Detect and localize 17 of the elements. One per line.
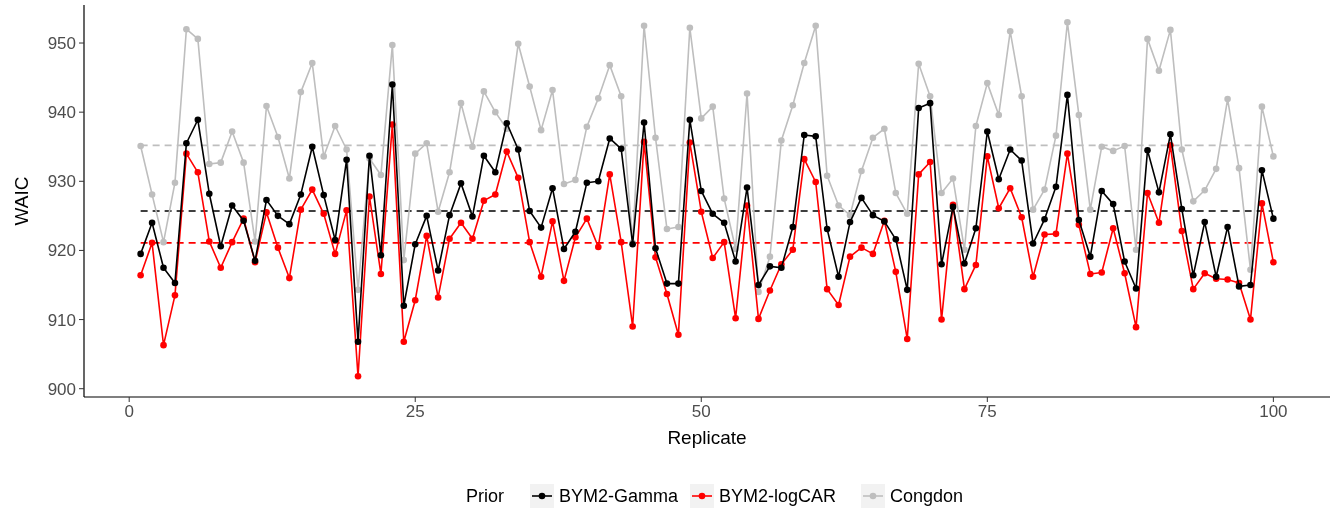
y-tick-label: 930 — [47, 172, 76, 192]
x-tick-label: 100 — [1259, 402, 1288, 421]
legend-label: Congdon — [890, 486, 964, 507]
y-tick-label: 950 — [47, 33, 76, 53]
x-tick-label: 0 — [124, 402, 134, 421]
y-tick-label: 910 — [47, 310, 76, 330]
y-tick-label: 940 — [47, 103, 76, 123]
legend-title: Prior — [466, 486, 505, 507]
legend-label: BYM2-Gamma — [559, 486, 680, 507]
y-axis-title: WAIC — [11, 176, 32, 226]
x-tick-label: 75 — [977, 402, 997, 421]
y-tick-label: 900 — [47, 379, 76, 399]
y-tick-label: 920 — [47, 241, 76, 261]
x-tick-label: 50 — [691, 402, 711, 421]
x-axis-title: Replicate — [667, 427, 747, 448]
legend-label: BYM2-logCAR — [719, 486, 837, 507]
x-tick-label: 25 — [405, 402, 425, 421]
